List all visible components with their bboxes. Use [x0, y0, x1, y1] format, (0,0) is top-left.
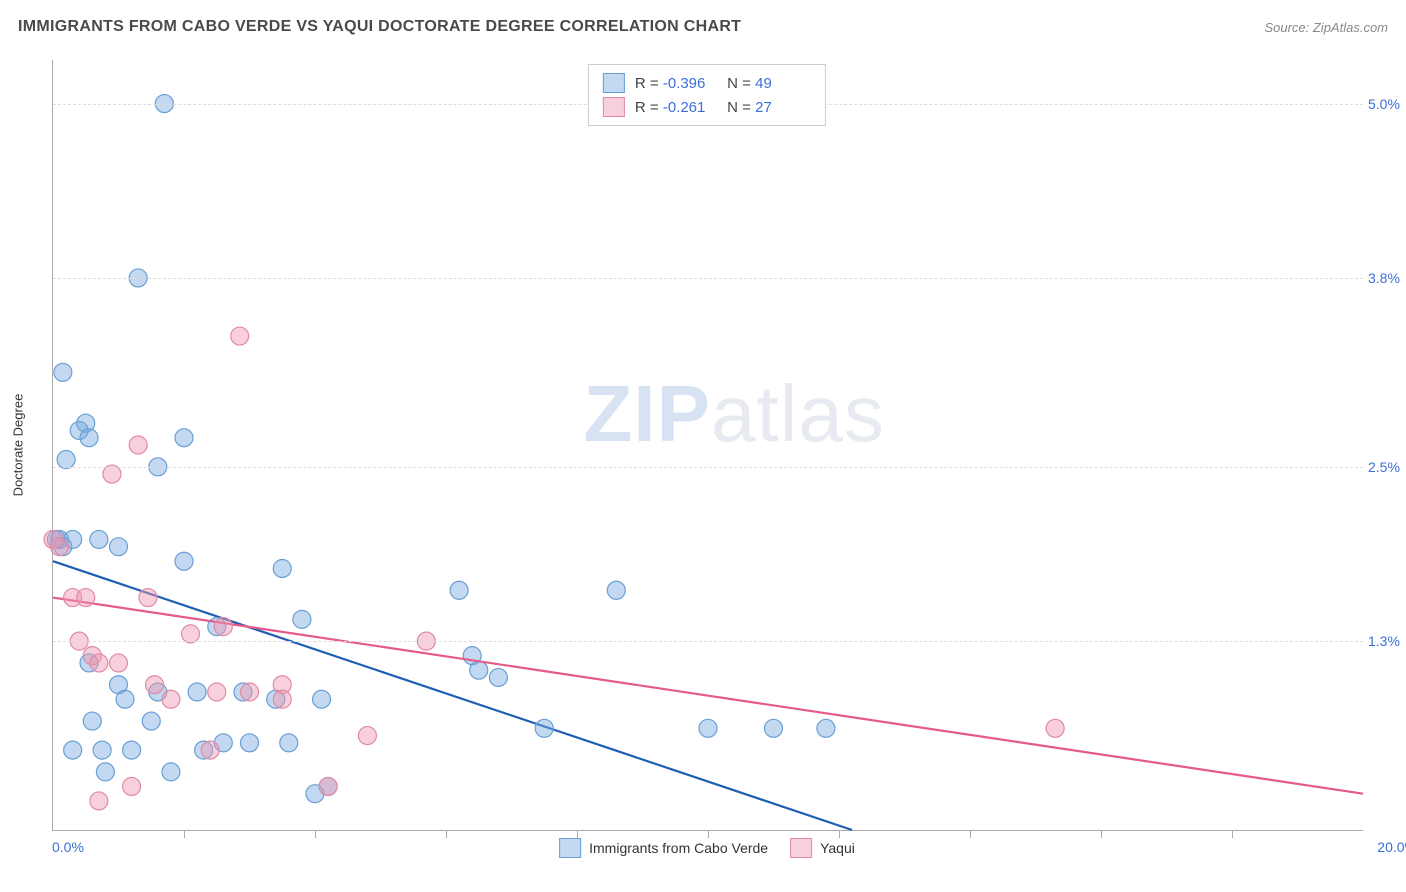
data-point [110, 538, 128, 556]
y-tick-label: 5.0% [1368, 96, 1406, 112]
data-point [241, 683, 259, 701]
data-point [535, 719, 553, 737]
data-point [1046, 719, 1064, 737]
x-tick [315, 830, 316, 838]
stats-legend-row: R = -0.261 N = 27 [603, 95, 811, 119]
legend-swatch [559, 838, 581, 858]
x-tick [446, 830, 447, 838]
y-tick-label: 3.8% [1368, 270, 1406, 286]
y-tick-label: 2.5% [1368, 459, 1406, 475]
data-point [319, 777, 337, 795]
data-point [64, 741, 82, 759]
data-point [77, 589, 95, 607]
data-point [241, 734, 259, 752]
data-point [142, 712, 160, 730]
legend-item: Yaqui [790, 838, 855, 858]
chart-title: IMMIGRANTS FROM CABO VERDE VS YAQUI DOCT… [18, 18, 741, 36]
legend-label: Yaqui [820, 840, 855, 856]
x-axis-min-label: 0.0% [52, 839, 84, 855]
data-point [280, 734, 298, 752]
stats-legend-box: R = -0.396 N = 49 R = -0.261 N = 27 [588, 64, 826, 126]
data-point [231, 327, 249, 345]
data-point [162, 690, 180, 708]
data-point [175, 429, 193, 447]
data-point [123, 741, 141, 759]
data-point [116, 690, 134, 708]
gridline [53, 641, 1363, 642]
data-point [162, 763, 180, 781]
stats-text: R = -0.396 N = 49 [635, 75, 811, 92]
data-point [96, 763, 114, 781]
series-legend: Immigrants from Cabo Verde Yaqui [559, 838, 855, 858]
data-point [90, 530, 108, 548]
legend-item: Immigrants from Cabo Verde [559, 838, 768, 858]
data-point [129, 436, 147, 454]
data-point [358, 727, 376, 745]
stats-text: R = -0.261 N = 27 [635, 99, 811, 116]
data-point [93, 741, 111, 759]
x-tick [184, 830, 185, 838]
chart-area: ZIPatlas 1.3%2.5%3.8%5.0% Doctorate Degr… [52, 60, 1362, 830]
data-point [293, 610, 311, 628]
legend-swatch [790, 838, 812, 858]
x-axis-max-label: 20.0% [1377, 839, 1406, 855]
data-point [765, 719, 783, 737]
legend-swatch [603, 97, 625, 117]
x-tick [1101, 830, 1102, 838]
data-point [470, 661, 488, 679]
data-point [83, 712, 101, 730]
data-point [273, 559, 291, 577]
x-tick [708, 830, 709, 838]
legend-label: Immigrants from Cabo Verde [589, 840, 768, 856]
scatter-svg [53, 60, 1363, 830]
stats-legend-row: R = -0.396 N = 49 [603, 71, 811, 95]
data-point [51, 538, 69, 556]
data-point [214, 618, 232, 636]
data-point [54, 363, 72, 381]
data-point [607, 581, 625, 599]
y-axis-title: Doctorate Degree [11, 394, 26, 497]
data-point [146, 676, 164, 694]
gridline [53, 467, 1363, 468]
data-point [313, 690, 331, 708]
legend-swatch [603, 73, 625, 93]
data-point [80, 429, 98, 447]
data-point [699, 719, 717, 737]
y-tick-label: 1.3% [1368, 633, 1406, 649]
data-point [123, 777, 141, 795]
data-point [90, 792, 108, 810]
data-point [110, 654, 128, 672]
data-point [817, 719, 835, 737]
data-point [175, 552, 193, 570]
data-point [90, 654, 108, 672]
data-point [188, 683, 206, 701]
source-attribution: Source: ZipAtlas.com [1264, 20, 1388, 35]
data-point [489, 668, 507, 686]
data-point [208, 683, 226, 701]
data-point [450, 581, 468, 599]
x-tick [577, 830, 578, 838]
data-point [139, 589, 157, 607]
data-point [273, 690, 291, 708]
data-point [201, 741, 219, 759]
x-tick [970, 830, 971, 838]
gridline [53, 278, 1363, 279]
x-tick [1232, 830, 1233, 838]
x-tick [839, 830, 840, 838]
plot-region: ZIPatlas 1.3%2.5%3.8%5.0% [52, 60, 1363, 831]
